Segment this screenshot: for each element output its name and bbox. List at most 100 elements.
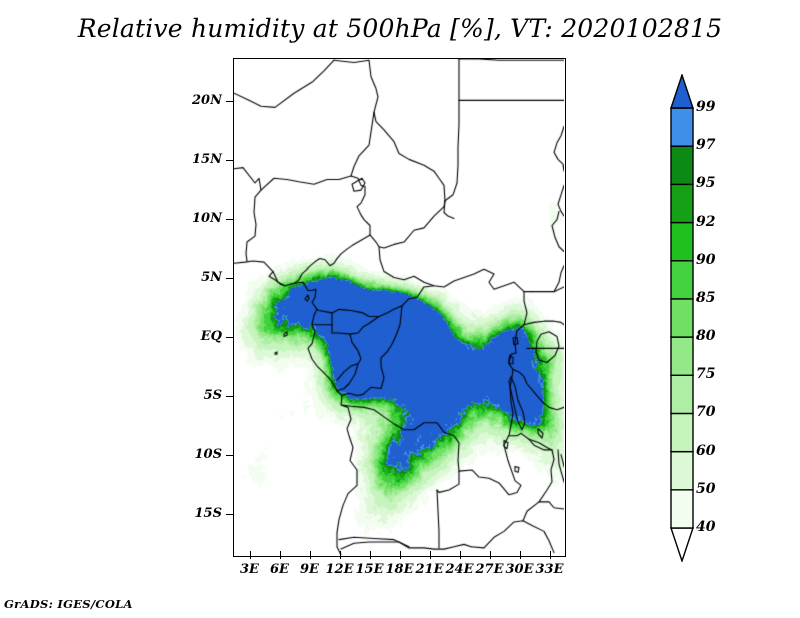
colorbar-tick-label: 90 — [696, 252, 736, 268]
colorbar-segment — [670, 298, 694, 338]
latitude-tick-label: EQ — [182, 329, 222, 345]
longitude-tick — [549, 551, 551, 559]
latitude-tick-label: 15N — [182, 152, 222, 168]
colorbar-low-extend — [670, 527, 694, 562]
latitude-tick-text: 5S — [203, 388, 222, 404]
longitude-tick-label: 24E — [438, 562, 482, 580]
longitude-tick-label: 30E — [498, 562, 542, 580]
longitude-tick-label: 15E — [348, 562, 392, 580]
colorbar-tick-label: 50 — [696, 481, 736, 497]
colorbar-segment — [670, 107, 694, 147]
latitude-tick — [226, 514, 233, 516]
latitude-tick-text: 10N — [192, 210, 222, 226]
colorbar-tick-text: 85 — [696, 289, 716, 306]
longitude-tick-text: 6E — [270, 562, 289, 577]
latitude-tick-text: 10S — [194, 447, 222, 463]
latitude-tick — [226, 396, 233, 398]
longitude-tick-label: 6E — [258, 562, 302, 580]
longitude-tick — [399, 551, 401, 559]
attribution-footer: GrADS: IGES/COLA — [4, 597, 133, 611]
latitude-tick-label: 10S — [182, 447, 222, 463]
longitude-tick-label: 33E — [528, 562, 572, 580]
colorbar-segment — [670, 412, 694, 453]
colorbar-tick-text: 60 — [696, 442, 716, 459]
longitude-tick-label: 3E — [228, 562, 272, 580]
longitude-tick — [429, 551, 431, 559]
latitude-tick — [226, 100, 233, 102]
colorbar-tick-text: 97 — [696, 137, 716, 154]
country-borders-layer — [234, 59, 564, 555]
longitude-tick-label: 18E — [378, 562, 422, 580]
latitude-tick-text: 20N — [192, 92, 222, 108]
longitude-tick — [369, 551, 371, 559]
colorbar-tick-text: 40 — [696, 519, 716, 535]
longitude-tick-label: 27E — [468, 562, 512, 580]
longitude-tick — [339, 551, 341, 559]
latitude-tick-label: 5S — [182, 388, 222, 404]
longitude-tick-text: 3E — [240, 562, 259, 577]
latitude-tick — [226, 277, 233, 279]
colorbar-segment — [670, 260, 694, 300]
longitude-tick-text: 33E — [535, 562, 564, 577]
latitude-tick-text: 15S — [194, 506, 222, 522]
latitude-tick-text: 15N — [192, 151, 222, 167]
colorbar-swatches — [670, 74, 694, 562]
colorbar-segment — [670, 183, 694, 224]
colorbar-segment — [670, 145, 694, 186]
colorbar-tick-text: 50 — [696, 480, 716, 497]
longitude-tick-label: 9E — [288, 562, 332, 580]
latitude-tick-label: 10N — [182, 211, 222, 227]
colorbar-segment — [670, 450, 694, 491]
colorbar-tick-text: 70 — [696, 404, 716, 421]
colorbar-tick-label: 60 — [696, 443, 736, 459]
longitude-tick — [519, 551, 521, 559]
colorbar-segment — [670, 221, 694, 262]
latitude-tick-text: EQ — [200, 329, 222, 345]
colorbar-tick-text: 92 — [696, 213, 716, 230]
colorbar-tick-label: 95 — [696, 175, 736, 191]
page-title: Relative humidity at 500hPa [%], VT: 202… — [77, 14, 723, 43]
longitude-tick — [489, 551, 491, 559]
longitude-tick — [279, 551, 281, 559]
longitude-tick-text: 30E — [505, 562, 534, 577]
colorbar-tick-text: 95 — [696, 175, 716, 192]
longitude-tick-text: 15E — [355, 562, 384, 577]
colorbar-tick-text: 80 — [696, 328, 716, 345]
longitude-tick-text: 27E — [475, 562, 504, 577]
colorbar-high-extend — [670, 74, 694, 109]
longitude-tick — [459, 551, 461, 559]
latitude-tick-label: 15S — [182, 506, 222, 522]
latitude-tick — [226, 337, 233, 339]
longitude-tick — [309, 551, 311, 559]
longitude-tick-text: 24E — [445, 562, 474, 577]
longitude-tick-label: 21E — [408, 562, 452, 580]
latitude-tick — [226, 455, 233, 457]
colorbar-tick-text: 90 — [696, 251, 716, 268]
colorbar-tick-label: 97 — [696, 137, 736, 153]
colorbar — [670, 74, 694, 562]
latitude-tick-label: 20N — [182, 93, 222, 109]
latitude-tick-label: 5N — [182, 270, 222, 286]
latitude-tick — [226, 218, 233, 220]
colorbar-tick-label: 40 — [696, 519, 736, 535]
map-plot-area — [233, 58, 566, 557]
longitude-tick-text: 12E — [325, 562, 354, 577]
latitude-tick — [226, 159, 233, 161]
longitude-tick-text: 21E — [415, 562, 444, 577]
colorbar-tick-label: 92 — [696, 214, 736, 230]
colorbar-tick-label: 85 — [696, 290, 736, 306]
longitude-tick-text: 18E — [385, 562, 414, 577]
colorbar-tick-label: 99 — [696, 99, 736, 115]
colorbar-segment — [670, 374, 694, 415]
colorbar-tick-label: 80 — [696, 328, 736, 344]
longitude-tick-text: 9E — [300, 562, 319, 577]
colorbar-tick-label: 75 — [696, 366, 736, 382]
colorbar-segment — [670, 489, 694, 529]
colorbar-segment — [670, 336, 694, 376]
colorbar-tick-text: 75 — [696, 366, 716, 383]
longitude-tick-label: 12E — [318, 562, 362, 580]
latitude-tick-text: 5N — [201, 269, 222, 285]
colorbar-tick-text: 99 — [696, 99, 716, 115]
longitude-tick — [249, 551, 251, 559]
colorbar-tick-label: 70 — [696, 404, 736, 420]
